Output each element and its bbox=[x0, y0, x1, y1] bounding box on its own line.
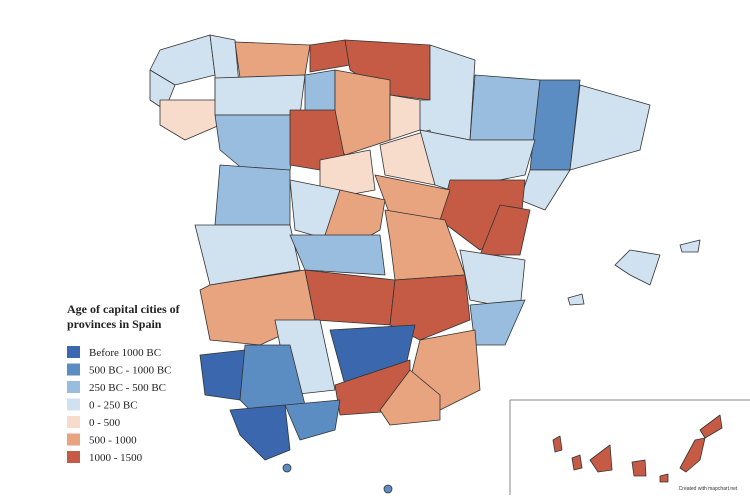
province bbox=[569, 84, 651, 171]
province bbox=[479, 204, 531, 256]
province bbox=[389, 274, 471, 341]
province bbox=[567, 293, 585, 306]
province bbox=[304, 269, 396, 326]
province bbox=[419, 129, 536, 191]
legend-title: provinces in Spain bbox=[67, 317, 162, 331]
legend-swatch bbox=[67, 433, 80, 446]
province bbox=[149, 34, 216, 86]
island bbox=[659, 473, 669, 483]
province bbox=[199, 349, 246, 401]
island bbox=[679, 437, 706, 473]
legend-swatch bbox=[67, 346, 80, 358]
legend-label: 0 - 250 BC bbox=[89, 400, 138, 412]
legend-label: 500 BC - 1000 BC bbox=[89, 365, 172, 377]
legend-swatch bbox=[67, 398, 80, 411]
legend-label: 250 BC - 500 BC bbox=[89, 382, 166, 394]
province bbox=[214, 74, 306, 116]
legend-label: Before 1000 BC bbox=[89, 347, 161, 359]
province bbox=[469, 74, 541, 141]
province bbox=[469, 299, 526, 346]
province bbox=[519, 169, 571, 211]
legend-swatch bbox=[67, 381, 80, 393]
province bbox=[334, 69, 391, 156]
province bbox=[159, 99, 221, 141]
legend-label: 1000 - 1500 bbox=[89, 452, 143, 464]
island bbox=[589, 444, 613, 473]
province bbox=[194, 224, 301, 286]
province bbox=[614, 249, 661, 286]
province bbox=[229, 404, 291, 461]
island bbox=[631, 459, 647, 477]
legend-label: 500 - 1000 bbox=[89, 435, 137, 447]
credit: Created with mapchart.net bbox=[679, 486, 738, 492]
province bbox=[383, 484, 393, 494]
province bbox=[284, 399, 341, 441]
province bbox=[379, 369, 441, 426]
province bbox=[282, 463, 292, 473]
legend-label: 0 - 500 bbox=[89, 417, 121, 429]
province bbox=[389, 94, 421, 141]
provinces bbox=[149, 34, 701, 494]
island bbox=[571, 454, 583, 471]
legend-swatch bbox=[67, 416, 80, 428]
province bbox=[679, 239, 701, 253]
legend-title: Age of capital cities of bbox=[67, 302, 181, 316]
province bbox=[344, 39, 431, 101]
province bbox=[214, 164, 291, 226]
island bbox=[699, 414, 723, 439]
canary-inset: Created with mapchart.net bbox=[509, 399, 750, 495]
province bbox=[309, 39, 351, 73]
province bbox=[289, 234, 386, 276]
legend-swatch bbox=[67, 363, 80, 376]
island bbox=[552, 435, 563, 453]
legend-swatch bbox=[67, 451, 80, 463]
province bbox=[234, 41, 311, 79]
